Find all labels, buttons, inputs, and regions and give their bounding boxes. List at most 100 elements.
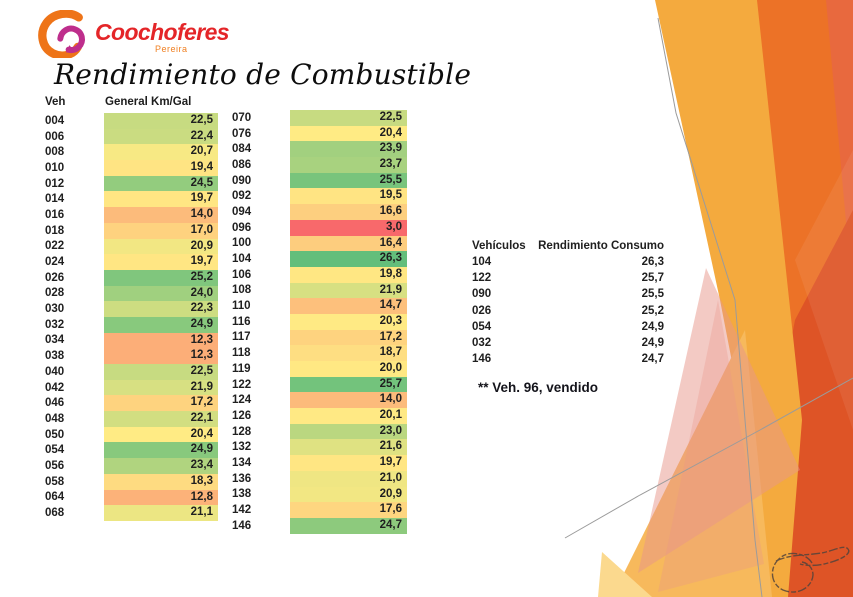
value-cell: 24,0 [104, 285, 218, 302]
table-row: 034 12,3 [45, 332, 218, 349]
veh-label: 028 [45, 287, 65, 300]
value-cell: 17,2 [104, 395, 218, 412]
table-row: 042 21,9 [45, 379, 218, 396]
value-cell: 23,4 [104, 458, 218, 474]
veh-label: 086 [232, 158, 252, 171]
veh-label: 014 [45, 193, 65, 206]
table-row: 146 24,7 [232, 517, 407, 534]
veh-label: 146 [472, 353, 492, 366]
fleet-column-middle: 070 22,5 076 20,4 084 23,9 086 23,7 090 … [232, 110, 407, 534]
veh-label: 038 [45, 350, 65, 363]
table-row: 126 20,1 [232, 408, 407, 424]
table-row: 096 3,0 [232, 219, 407, 236]
value-cell: 22,4 [104, 128, 218, 145]
table-row: 106 19,8 [232, 266, 407, 283]
value-cell: 25,2 [641, 304, 664, 317]
value-cell: 24,5 [104, 175, 218, 192]
table-row: 056 23,4 [45, 458, 218, 474]
summary-row: 146 24,7 [472, 351, 664, 367]
veh-label: 117 [232, 331, 251, 344]
value-cell: 18,7 [290, 345, 407, 361]
table-row: 110 14,7 [232, 298, 407, 314]
veh-label: 076 [232, 127, 252, 140]
value-cell: 25,7 [290, 376, 407, 393]
value-cell: 22,5 [104, 364, 218, 380]
value-cell: 20,9 [290, 486, 407, 503]
veh-label: 146 [232, 519, 252, 532]
veh-label: 032 [472, 337, 492, 350]
value-cell: 26,3 [641, 256, 664, 269]
table-row: 092 19,5 [232, 188, 407, 205]
value-cell: 21,0 [290, 470, 407, 487]
table-row: 124 14,0 [232, 392, 407, 409]
brand-text: Coochoferes Pereira [95, 10, 230, 58]
veh-label: 050 [45, 428, 65, 441]
table-row: 048 22,1 [45, 411, 218, 427]
table-row: 116 20,3 [232, 313, 407, 330]
value-cell: 20,9 [104, 238, 218, 255]
summary-row: 054 24,9 [472, 319, 664, 335]
table-row: 070 22,5 [232, 110, 407, 126]
veh-label: 042 [45, 381, 65, 394]
veh-label: 026 [45, 271, 65, 284]
value-cell: 17,6 [290, 502, 407, 518]
value-cell: 25,5 [290, 172, 407, 189]
table-row: 058 18,3 [45, 473, 218, 490]
table-row: 038 12,3 [45, 348, 218, 364]
veh-label: 024 [45, 256, 65, 269]
table-row: 068 21,1 [45, 505, 218, 521]
veh-label: 018 [45, 224, 65, 237]
table-row: 022 20,9 [45, 238, 218, 255]
table-row: 086 23,7 [232, 157, 407, 173]
value-cell: 16,6 [290, 204, 407, 220]
table-row: 050 20,4 [45, 426, 218, 443]
summary-row: 090 25,5 [472, 286, 664, 302]
value-cell: 12,3 [104, 332, 218, 349]
table-row: 032 24,9 [45, 316, 218, 333]
table-row: 128 23,0 [232, 423, 407, 440]
value-cell: 24,9 [104, 316, 218, 333]
veh-label: 134 [232, 456, 252, 469]
value-cell: 22,1 [104, 411, 218, 427]
table-row: 004 22,5 [45, 113, 218, 129]
table-row: 090 25,5 [232, 172, 407, 189]
table-row: 024 19,7 [45, 254, 218, 270]
decor-darkred-triangle [742, 210, 853, 597]
value-cell: 17,0 [104, 222, 218, 239]
value-cell: 14,0 [290, 392, 407, 409]
value-cell: 20,7 [104, 144, 218, 161]
summary-header: Vehículos Rendimiento Consumo [472, 237, 664, 254]
veh-label: 058 [45, 475, 65, 488]
decor-line-2 [564, 377, 853, 539]
veh-label: 010 [45, 161, 65, 174]
value-cell: 20,4 [104, 426, 218, 443]
value-cell: 25,5 [641, 288, 664, 301]
decor-highlight [795, 150, 853, 430]
value-cell: 19,5 [290, 188, 407, 205]
table-row: 122 25,7 [232, 376, 407, 393]
veh-label: 126 [232, 409, 252, 422]
veh-label: 116 [232, 315, 251, 328]
veh-label: 026 [472, 304, 492, 317]
value-cell: 20,3 [290, 313, 407, 330]
veh-label: 100 [232, 237, 252, 250]
veh-label: 032 [45, 318, 65, 331]
veh-label: 056 [45, 459, 65, 472]
decor-orange-band [745, 0, 853, 597]
value-cell: 19,4 [104, 160, 218, 176]
veh-label: 016 [45, 208, 65, 221]
table-row: 142 17,6 [232, 502, 407, 518]
summary-value-header: Rendimiento Consumo [538, 239, 664, 252]
summary-table: Vehículos Rendimiento Consumo 104 26,3 1… [472, 237, 664, 367]
fleet-column-left: 004 22,5 006 22,4 008 20,7 010 19,4 012 … [45, 113, 218, 521]
brand-name: Coochoferes [95, 19, 230, 45]
veh-label: 108 [232, 284, 252, 297]
value-cell: 17,2 [290, 329, 407, 346]
value-cell: 14,7 [290, 298, 407, 314]
value-cell: 20,1 [290, 408, 407, 424]
table-row: 138 20,9 [232, 486, 407, 503]
table-row: 076 20,4 [232, 125, 407, 142]
veh-label: 034 [45, 334, 65, 347]
table-row: 008 20,7 [45, 144, 218, 161]
veh-label: 104 [232, 253, 252, 266]
